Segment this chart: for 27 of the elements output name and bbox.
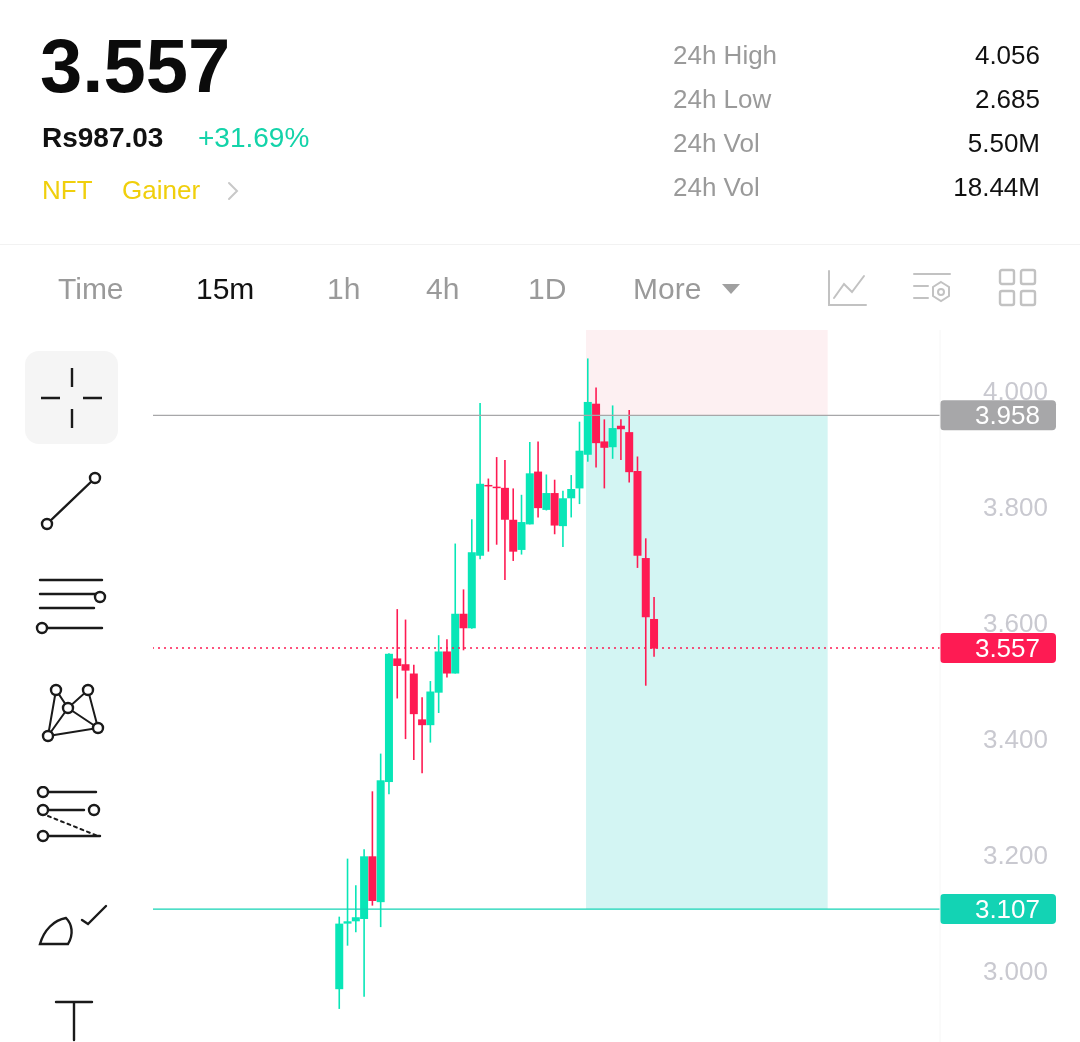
text: 4h xyxy=(426,272,460,306)
ref-line-label: 3.107 xyxy=(974,894,1040,925)
text: NFT xyxy=(42,175,93,206)
text: 5.50M xyxy=(966,128,1040,159)
text: 24h Vol xyxy=(673,128,760,159)
candlestick xyxy=(567,474,576,519)
text: +31.69% xyxy=(198,122,310,154)
ref-line-label: 3.958 xyxy=(974,400,1040,431)
candlestick xyxy=(542,473,551,512)
text: 18.44M xyxy=(952,172,1040,203)
text: More xyxy=(633,272,702,306)
text: Rs987.03 xyxy=(42,122,164,154)
text: 1D xyxy=(528,272,567,306)
text: 2.685 xyxy=(973,84,1040,115)
text: 24h High xyxy=(673,40,778,71)
text: Time xyxy=(58,272,124,306)
candlestick xyxy=(343,857,352,947)
ref-line-label: 3.557 xyxy=(974,632,1040,663)
text: 24h Vol xyxy=(673,172,760,203)
text: 15m xyxy=(196,272,255,306)
text: 24h Low xyxy=(673,84,772,115)
text: 1h xyxy=(327,272,361,306)
candlestick xyxy=(608,404,617,460)
text: 4.056 xyxy=(973,40,1040,71)
text: 3.557 xyxy=(40,22,231,109)
candlestick xyxy=(418,696,427,775)
text: Gainer xyxy=(122,175,201,206)
